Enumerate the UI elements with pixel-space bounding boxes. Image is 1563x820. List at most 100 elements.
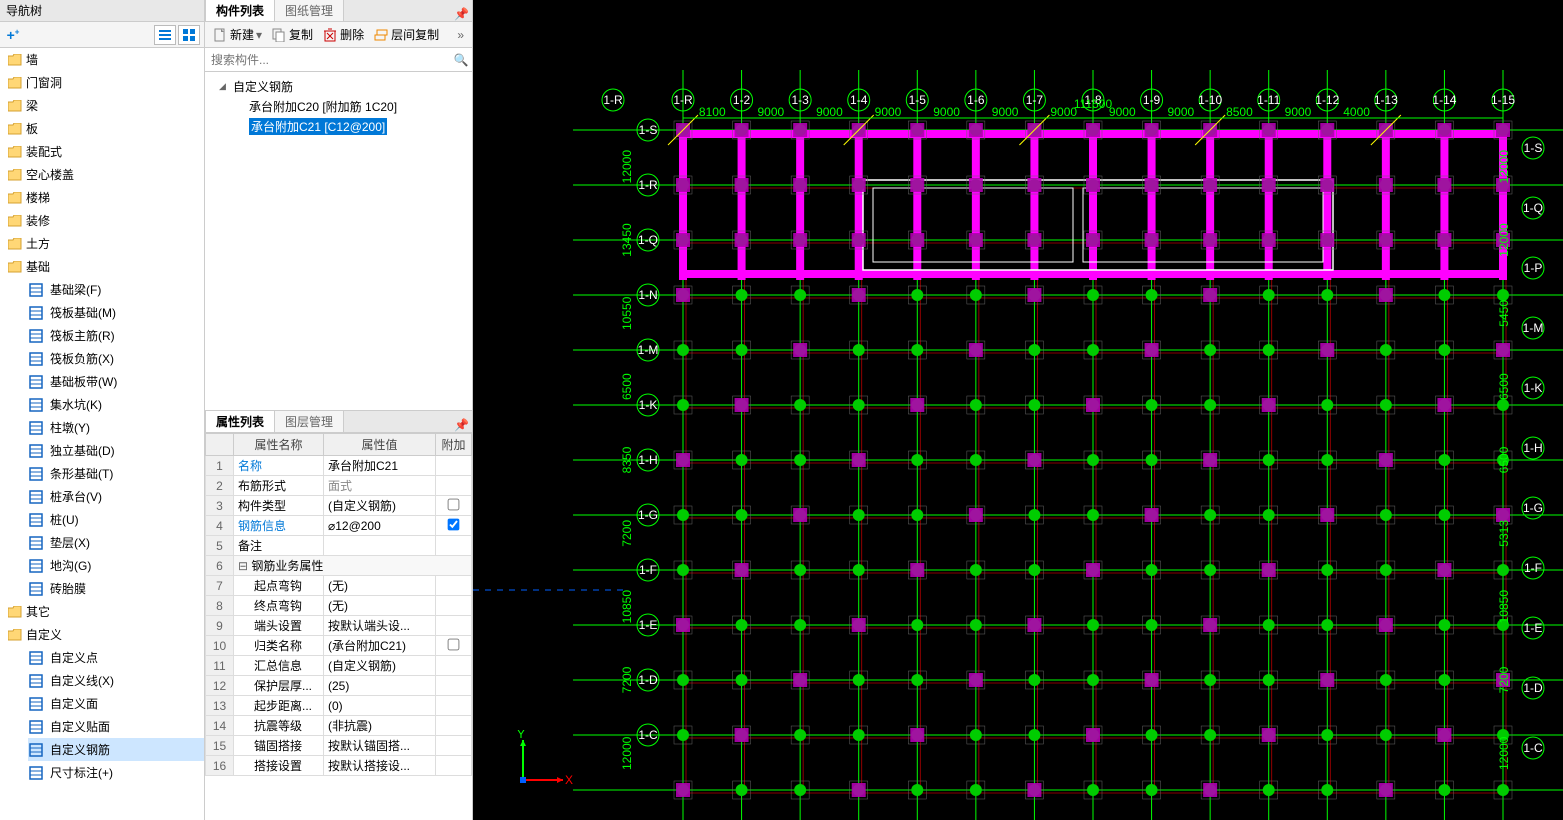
prop-value[interactable]: (承台附加C21) [324,636,436,656]
search-input[interactable] [205,49,450,71]
nav-category[interactable]: 其它 [0,600,204,623]
prop-checkbox[interactable] [448,518,460,530]
prop-checkbox[interactable] [448,498,460,510]
prop-group[interactable]: ⊟ 钢筋业务属性 [234,556,472,576]
nav-category[interactable]: 梁 [0,94,204,117]
nav-category[interactable]: 装配式 [0,140,204,163]
prop-row[interactable]: 15锚固搭接按默认锚固搭... [206,736,472,756]
prop-extra[interactable] [436,736,472,756]
nav-category[interactable]: 空心楼盖 [0,163,204,186]
prop-extra[interactable] [436,456,472,476]
prop-value[interactable]: 面式 [324,476,436,496]
prop-value[interactable]: (自定义钢筋) [324,656,436,676]
nav-tree[interactable]: 墙门窗洞梁板装配式空心楼盖楼梯装修土方基础基础梁(F)筏板基础(M)筏板主筋(R… [0,48,204,820]
nav-leaf[interactable]: 桩(U) [28,508,204,531]
nav-leaf[interactable]: 自定义钢筋 [28,738,204,761]
prop-row[interactable]: 4钢筋信息⌀12@200 [206,516,472,536]
prop-row[interactable]: 5备注 [206,536,472,556]
nav-category[interactable]: 土方 [0,232,204,255]
prop-value[interactable]: (0) [324,696,436,716]
floor-copy-button[interactable]: 层间复制 [370,24,443,46]
nav-leaf[interactable]: 地沟(G) [28,554,204,577]
nav-leaf[interactable]: 自定义点 [28,646,204,669]
prop-extra[interactable] [436,656,472,676]
nav-leaf[interactable]: 基础板带(W) [28,370,204,393]
prop-extra[interactable] [436,576,472,596]
nav-leaf[interactable]: 基础梁(F) [28,278,204,301]
prop-row[interactable]: 2布筋形式面式 [206,476,472,496]
prop-row[interactable]: 3构件类型(自定义钢筋) [206,496,472,516]
tab-layer-mgmt[interactable]: 图层管理 [274,410,344,432]
nav-leaf[interactable]: 集水坑(K) [28,393,204,416]
nav-category[interactable]: 板 [0,117,204,140]
prop-extra[interactable] [436,476,472,496]
prop-row[interactable]: 11汇总信息(自定义钢筋) [206,656,472,676]
prop-value[interactable] [324,536,436,556]
prop-value[interactable]: 按默认搭接设... [324,756,436,776]
prop-row[interactable]: 10归类名称(承台附加C21) [206,636,472,656]
prop-value[interactable]: 按默认端头设... [324,616,436,636]
prop-extra[interactable] [436,596,472,616]
prop-extra[interactable] [436,516,472,536]
prop-row[interactable]: 16搭接设置按默认搭接设... [206,756,472,776]
component-tree[interactable]: ◢自定义钢筋承台附加C20 [附加筋 1C20]承台附加C21 [C12@200… [205,72,472,410]
comp-root[interactable]: ◢自定义钢筋 [219,76,472,96]
prop-value[interactable]: (非抗震) [324,716,436,736]
nav-leaf[interactable]: 独立基础(D) [28,439,204,462]
tab-comp-list[interactable]: 构件列表 [205,0,275,21]
prop-row[interactable]: 1名称承台附加C21 [206,456,472,476]
pin-icon[interactable]: 📌 [454,7,468,21]
prop-row[interactable]: 14抗震等级(非抗震) [206,716,472,736]
add-icon[interactable]: ++ [4,27,22,43]
prop-value[interactable]: 承台附加C21 [324,456,436,476]
nav-leaf[interactable]: 筏板基础(M) [28,301,204,324]
prop-extra[interactable] [436,496,472,516]
prop-value[interactable]: ⌀12@200 [324,516,436,536]
more-button[interactable]: » [453,28,468,42]
tab-drawing-mgmt[interactable]: 图纸管理 [274,0,344,21]
prop-row[interactable]: 12保护层厚...(25) [206,676,472,696]
copy-button[interactable]: 复制 [268,24,317,46]
prop-value[interactable]: (无) [324,576,436,596]
pin-icon[interactable]: 📌 [454,418,468,432]
nav-leaf[interactable]: 自定义贴面 [28,715,204,738]
prop-extra[interactable] [436,756,472,776]
nav-category[interactable]: 装修 [0,209,204,232]
comp-item[interactable]: 承台附加C20 [附加筋 1C20] [219,96,472,116]
prop-extra[interactable] [436,616,472,636]
nav-category[interactable]: 基础 [0,255,204,278]
prop-extra[interactable] [436,636,472,656]
prop-row[interactable]: 7起点弯钩(无) [206,576,472,596]
tab-prop-list[interactable]: 属性列表 [205,410,275,432]
prop-row[interactable]: 13起步距离...(0) [206,696,472,716]
comp-item[interactable]: 承台附加C21 [C12@200] [219,116,472,136]
view-list-icon[interactable] [154,25,176,45]
nav-leaf[interactable]: 自定义线(X) [28,669,204,692]
prop-extra[interactable] [436,716,472,736]
prop-row[interactable]: 8终点弯钩(无) [206,596,472,616]
prop-row[interactable]: 6⊟ 钢筋业务属性 [206,556,472,576]
new-button[interactable]: 新建▾ [209,24,266,46]
prop-checkbox[interactable] [448,638,460,650]
nav-leaf[interactable]: 柱墩(Y) [28,416,204,439]
prop-value[interactable]: 按默认锚固搭... [324,736,436,756]
prop-extra[interactable] [436,536,472,556]
nav-leaf[interactable]: 条形基础(T) [28,462,204,485]
nav-leaf[interactable]: 桩承台(V) [28,485,204,508]
prop-extra[interactable] [436,676,472,696]
nav-category[interactable]: 楼梯 [0,186,204,209]
nav-leaf[interactable]: 尺寸标注(+) [28,761,204,784]
view-grid-icon[interactable] [178,25,200,45]
nav-leaf[interactable]: 筏板主筋(R) [28,324,204,347]
prop-value[interactable]: (自定义钢筋) [324,496,436,516]
nav-category[interactable]: 自定义 [0,623,204,646]
cad-viewport[interactable]: 1-R1-21-31-41-51-61-71-81-91-101-111-121… [473,0,1563,820]
property-grid[interactable]: 属性名称属性值附加1名称承台附加C212布筋形式面式3构件类型(自定义钢筋)4钢… [205,433,472,820]
search-icon[interactable]: 🔍 [450,53,472,67]
prop-value[interactable]: (无) [324,596,436,616]
nav-category[interactable]: 墙 [0,48,204,71]
prop-value[interactable]: (25) [324,676,436,696]
prop-row[interactable]: 9端头设置按默认端头设... [206,616,472,636]
nav-category[interactable]: 门窗洞 [0,71,204,94]
nav-leaf[interactable]: 筏板负筋(X) [28,347,204,370]
